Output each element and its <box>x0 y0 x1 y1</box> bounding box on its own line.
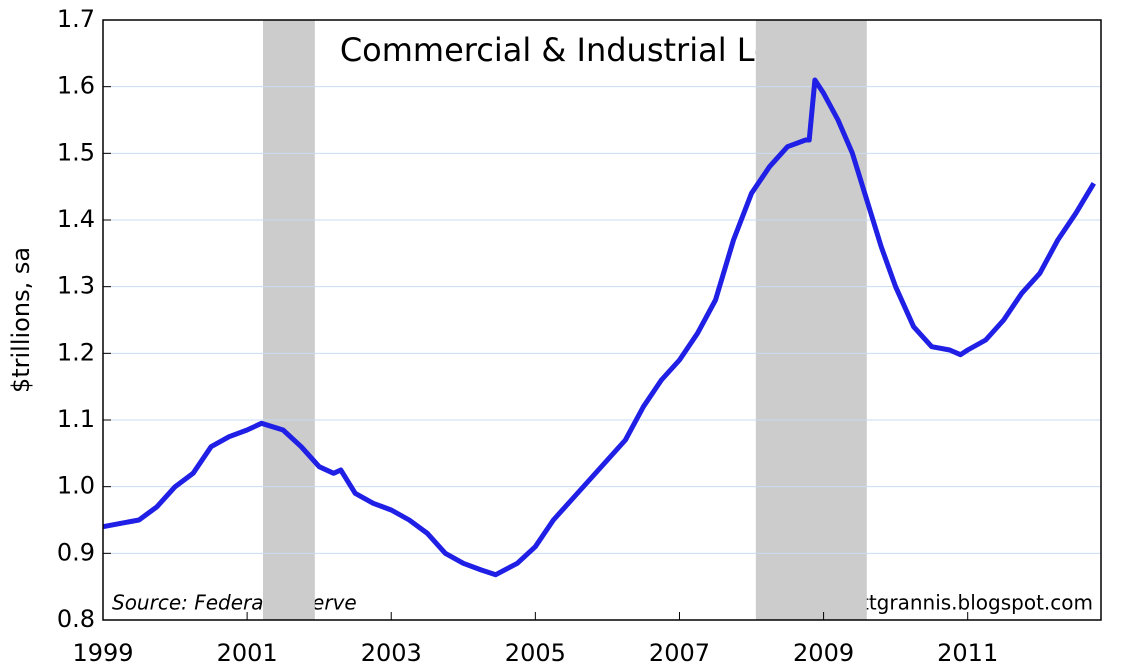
source-note: Source: Federal Reserve <box>112 591 357 615</box>
x-tick-label: 2003 <box>361 639 422 667</box>
chart-title: Commercial & Industrial Loans <box>340 31 830 69</box>
x-tick-label: 2007 <box>649 639 710 667</box>
data-line <box>102 77 1096 578</box>
y-tick-label: 1.5 <box>57 138 95 166</box>
recession-band <box>262 20 315 620</box>
x-tick-label: 2005 <box>505 639 566 667</box>
y-tick-label: 0.9 <box>57 538 95 566</box>
x-tick-label: 2001 <box>217 639 278 667</box>
y-tick-label: 1.2 <box>57 338 95 366</box>
y-tick-label: 0.8 <box>57 605 95 633</box>
y-tick-label: 1.3 <box>57 272 95 300</box>
plot-frame <box>102 19 1102 621</box>
x-tick-label: 2011 <box>937 639 998 667</box>
y-axis-label: $trillions, sa <box>7 247 35 393</box>
x-tick-label: 2009 <box>793 639 854 667</box>
x-tick-label: 1999 <box>72 639 133 667</box>
y-tick-label: 1.7 <box>57 5 95 33</box>
y-tick-label: 1.4 <box>57 205 95 233</box>
y-tick-label: 1.1 <box>57 405 95 433</box>
y-tick-label: 1.6 <box>57 72 95 100</box>
y-tick-label: 1.0 <box>57 472 95 500</box>
credit: scottgrannis.blogspot.com <box>827 591 1093 615</box>
